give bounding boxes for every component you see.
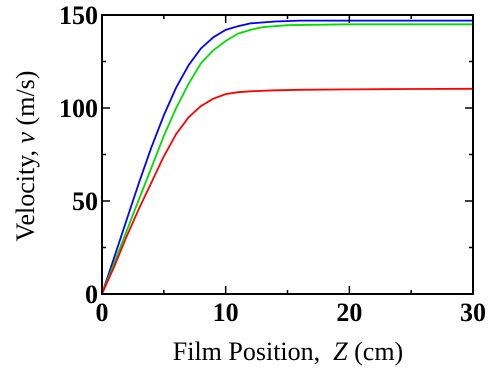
y-tick-label: 150 bbox=[59, 1, 98, 30]
x-axis-label-suffix: (cm) bbox=[348, 337, 404, 366]
y-tick-label: 100 bbox=[59, 94, 98, 123]
y-tick-label: 50 bbox=[72, 187, 98, 216]
tick-label-layer: 0 10 20 30 0 50 100 150 bbox=[59, 1, 486, 327]
x-tick-label: 30 bbox=[460, 298, 486, 327]
plot-frame bbox=[101, 14, 474, 295]
tick-layer bbox=[101, 14, 474, 295]
y-axis-label-suffix: (m/s) bbox=[11, 71, 40, 132]
x-axis-label-prefix: Film Position, bbox=[173, 337, 333, 366]
series-line-1 bbox=[101, 19, 473, 295]
series-layer bbox=[101, 19, 474, 295]
x-tick-label: 20 bbox=[336, 298, 362, 327]
x-axis-label: Film Position, Z (cm) bbox=[173, 337, 403, 366]
y-axis-label-prefix: Velocity, bbox=[11, 143, 40, 241]
y-axis-label: Velocity, v (m/s) bbox=[11, 71, 40, 242]
series-line-3 bbox=[101, 87, 474, 295]
y-axis-label-symbol: v bbox=[11, 131, 40, 143]
x-tick-label: 10 bbox=[213, 298, 239, 327]
x-axis-label-symbol: Z bbox=[333, 337, 348, 366]
x-tick-label: 0 bbox=[96, 298, 109, 327]
series-line-2 bbox=[101, 23, 473, 295]
y-tick-label: 0 bbox=[85, 280, 98, 309]
